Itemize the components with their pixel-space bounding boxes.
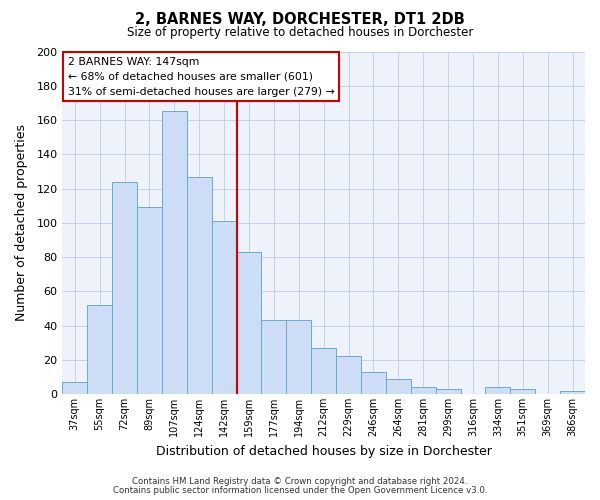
Bar (262, 320, 286, 394)
X-axis label: Distribution of detached houses by size in Dorchester: Distribution of detached houses by size … (156, 444, 491, 458)
Bar (62, 382, 87, 394)
Bar (436, 389, 461, 394)
Bar (212, 221, 236, 394)
Text: 2, BARNES WAY, DORCHESTER, DT1 2DB: 2, BARNES WAY, DORCHESTER, DT1 2DB (135, 12, 465, 28)
Bar (485, 387, 511, 394)
Bar (511, 389, 535, 394)
Bar (162, 112, 187, 394)
Bar (411, 387, 436, 394)
Text: Contains public sector information licensed under the Open Government Licence v3: Contains public sector information licen… (113, 486, 487, 495)
Y-axis label: Number of detached properties: Number of detached properties (15, 124, 28, 322)
Bar (236, 252, 262, 394)
Bar (361, 372, 386, 394)
Bar (386, 378, 411, 394)
Bar (311, 348, 336, 394)
Text: Contains HM Land Registry data © Crown copyright and database right 2024.: Contains HM Land Registry data © Crown c… (132, 477, 468, 486)
Bar (560, 390, 585, 394)
Bar (336, 356, 361, 394)
Bar (286, 320, 311, 394)
Bar (187, 176, 212, 394)
Text: Size of property relative to detached houses in Dorchester: Size of property relative to detached ho… (127, 26, 473, 39)
Bar (137, 208, 162, 394)
Bar (112, 182, 137, 394)
Bar (87, 305, 112, 394)
Text: 2 BARNES WAY: 147sqm
← 68% of detached houses are smaller (601)
31% of semi-deta: 2 BARNES WAY: 147sqm ← 68% of detached h… (68, 56, 334, 97)
